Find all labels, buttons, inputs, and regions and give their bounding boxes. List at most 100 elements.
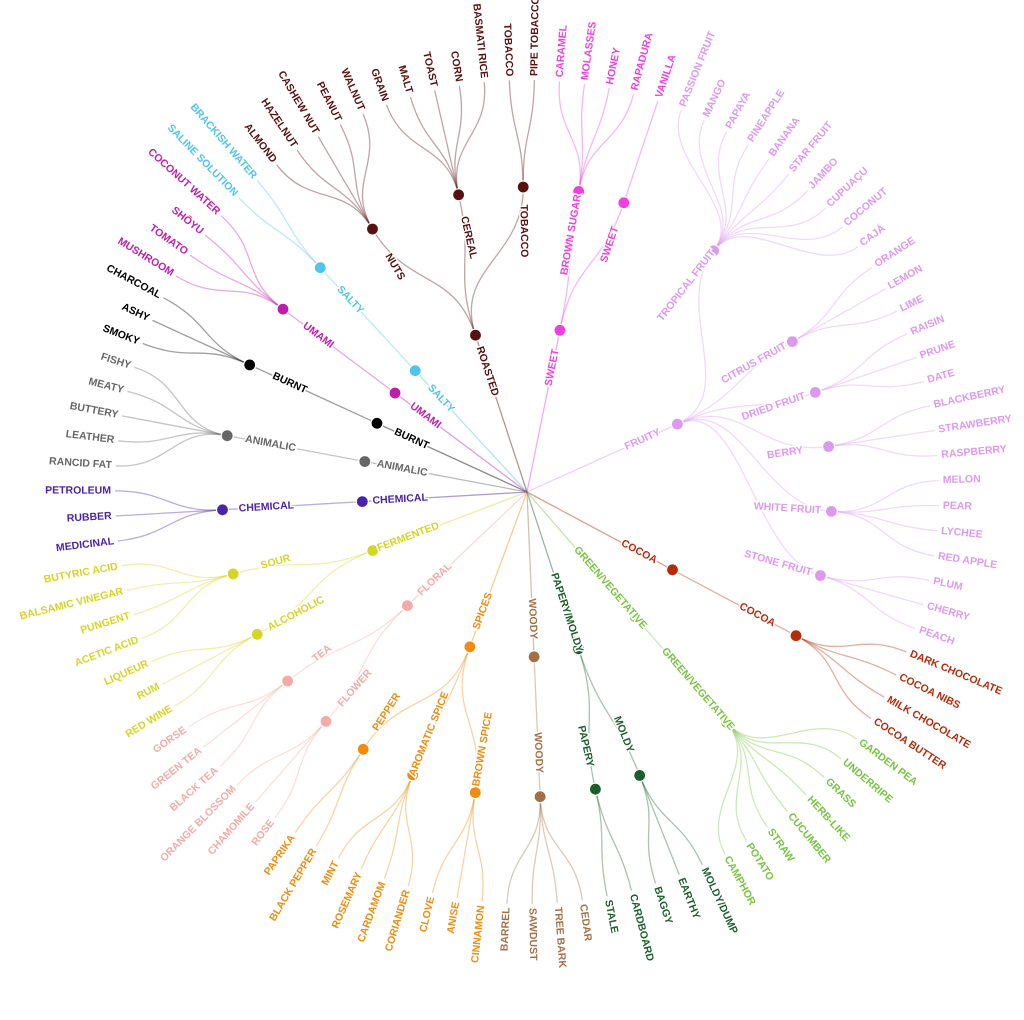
node-chemical bbox=[355, 495, 369, 509]
link-aromatic-spice-mint bbox=[337, 774, 414, 859]
leaf-label-buttery: BUTTERY bbox=[69, 400, 120, 421]
group-label-cocoa: COCOA bbox=[737, 600, 777, 629]
link-woody-woody bbox=[533, 656, 541, 797]
node-roasted bbox=[468, 328, 483, 342]
link-tropical-fruit-mango bbox=[698, 119, 724, 252]
node-sweet-brown-sugar bbox=[572, 184, 586, 198]
leaf-label-caja: CAJÁ bbox=[857, 221, 888, 249]
link-center-spices bbox=[469, 491, 528, 648]
group-label-dried-fruit: DRIED FRUIT bbox=[740, 390, 807, 423]
category-label-salty: SALTY bbox=[425, 382, 457, 415]
link-chemical-chemical bbox=[222, 500, 363, 511]
link-woody-tree-bark bbox=[539, 796, 558, 903]
group-label-salty: SALTY bbox=[334, 284, 366, 317]
link-brown-sugar-honey bbox=[578, 88, 610, 192]
link-tropical-fruit-caja bbox=[713, 236, 859, 256]
link-center-papery-moldy bbox=[526, 491, 580, 650]
link-nuts-walnut bbox=[361, 113, 374, 230]
link-umami-shoyu bbox=[204, 234, 284, 310]
link-floral-flower bbox=[325, 605, 408, 722]
leaf-label-cardboard: CARDBOARD bbox=[627, 893, 656, 963]
link-spices-brown-spice bbox=[461, 646, 479, 793]
group-label-woody: WOODY bbox=[532, 732, 546, 773]
node-cocoa bbox=[665, 563, 680, 577]
group-label-nuts: NUTS bbox=[383, 251, 408, 282]
leaf-label-rose: ROSE bbox=[249, 817, 277, 848]
category-label-chemical: CHEMICAL bbox=[372, 492, 429, 507]
leaf-label-rosemary: ROSEMARY bbox=[330, 870, 365, 930]
group-label-white-fruit: WHITE FRUIT bbox=[753, 500, 822, 516]
node-chemical-chemical bbox=[215, 503, 230, 517]
link-moldy-earthy bbox=[639, 775, 680, 876]
link-cereal-basmati-rice bbox=[455, 82, 486, 195]
link-nuts-hazelnut bbox=[296, 149, 374, 230]
link-green-vegetative-garden-pea bbox=[726, 722, 858, 740]
leaf-label-lime: LIME bbox=[898, 293, 926, 315]
link-woody-sawdust bbox=[531, 796, 542, 905]
node-animalic-animalic bbox=[220, 429, 234, 443]
leaf-label-baggy: BAGGY bbox=[651, 885, 674, 925]
link-sweet-sweet bbox=[559, 202, 625, 331]
leaf-label-saline-solution: SALINE SOLUTION bbox=[165, 122, 241, 199]
group-label-pepper: PEPPER bbox=[370, 691, 403, 734]
link-sweet-vanilla bbox=[623, 101, 659, 204]
link-fruity-dried-fruit bbox=[677, 391, 816, 425]
group-label-animalic: ANIMALIC bbox=[244, 433, 297, 454]
group-label-aromatic-spice: AROMATIC SPICE bbox=[407, 690, 452, 778]
leaf-label-brackish-water: BRACKISH WATER bbox=[188, 101, 260, 181]
link-center-animalic bbox=[364, 460, 528, 493]
link-tropical-fruit-pineapple bbox=[713, 144, 749, 252]
link-animalic-fishy bbox=[134, 366, 228, 437]
link-salty-saline-solution bbox=[238, 197, 321, 269]
link-citrus-fruit-orange bbox=[791, 266, 873, 343]
link-berry-strawberry bbox=[828, 429, 935, 448]
node-sweet-sweet bbox=[617, 196, 631, 210]
node-cocoa-cocoa bbox=[789, 629, 803, 643]
group-label-brown-sugar: BROWN SUGAR bbox=[558, 193, 584, 276]
link-alcoholic-rum bbox=[162, 633, 258, 685]
link-woody-cedar bbox=[539, 796, 583, 901]
link-aromatic-spice-rosemary bbox=[360, 774, 414, 870]
link-animalic-buttery bbox=[121, 415, 228, 437]
group-label-brown-spice: BROWN SPICE bbox=[470, 711, 495, 787]
node-floral-flower bbox=[319, 714, 333, 729]
link-animalic-animalic bbox=[227, 435, 365, 463]
link-burnt-ashy bbox=[152, 319, 250, 366]
link-brown-spice-clove bbox=[431, 792, 476, 894]
link-center-cocoa bbox=[526, 491, 673, 571]
link-brown-sugar-rapadura bbox=[578, 93, 635, 192]
link-sour-butyric-acid bbox=[121, 563, 234, 579]
link-umami-tomato bbox=[189, 254, 284, 310]
link-dried-fruit-raisin bbox=[815, 333, 908, 394]
leaf-label-smoky: SMOKY bbox=[101, 322, 141, 347]
link-green-vegetative-cucumber bbox=[726, 722, 788, 812]
link-tropical-fruit-papaya bbox=[713, 131, 728, 252]
group-label-citrus-fruit: CITRUS FRUIT bbox=[719, 340, 789, 387]
link-green-vegetative-underripe bbox=[726, 722, 842, 760]
node-salty-salty bbox=[313, 261, 327, 275]
leaf-label-molasses: MOLASSES bbox=[579, 21, 599, 81]
node-burnt-burnt bbox=[243, 358, 257, 372]
category-label-burnt: BURNT bbox=[392, 426, 431, 452]
leaf-label-orange: ORANGE bbox=[872, 235, 917, 270]
leaf-label-orange-blossom: ORANGE BLOSSOM bbox=[158, 783, 239, 864]
leaf-label-lychee: LYCHEE bbox=[941, 525, 984, 541]
node-fruity-dried-fruit bbox=[808, 385, 822, 399]
link-nuts-almond bbox=[276, 164, 374, 230]
link-flower-orange-blossom bbox=[236, 720, 327, 786]
leaf-label-mint: MINT bbox=[319, 859, 342, 888]
leaf-label-potato: POTATO bbox=[744, 841, 777, 883]
node-papery-moldy-papery bbox=[588, 782, 603, 796]
node-spices-pepper bbox=[356, 742, 370, 756]
group-label-green-vegetative: GREEN/VEGETATIVE bbox=[659, 645, 737, 732]
link-citrus-fruit-lime bbox=[791, 310, 898, 343]
leaf-label-pear: PEAR bbox=[943, 500, 973, 513]
leaf-label-sawdust: SAWDUST bbox=[526, 908, 539, 961]
leaf-label-red-apple: RED APPLE bbox=[937, 550, 998, 571]
leaf-label-blackberry: BLACKBERRY bbox=[932, 384, 1006, 411]
group-label-moldy: MOLDY bbox=[611, 715, 636, 755]
leaf-label-rum: RUM bbox=[135, 680, 162, 702]
link-center-sweet bbox=[526, 330, 561, 493]
link-flower-chamomile bbox=[255, 720, 327, 803]
category-label-fruity: FRUITY bbox=[623, 426, 662, 453]
